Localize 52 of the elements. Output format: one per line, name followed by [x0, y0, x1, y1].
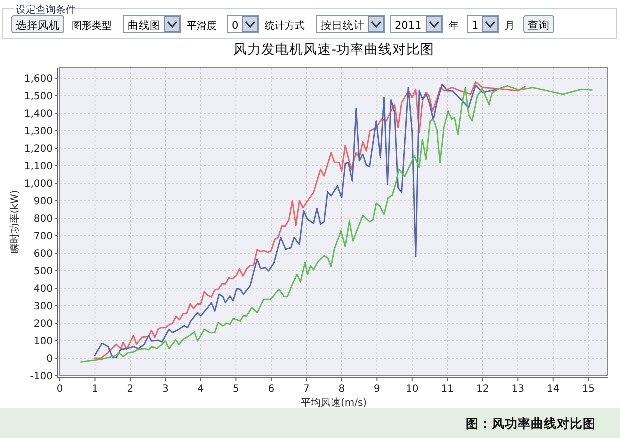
x-tick-label: 10: [406, 384, 419, 395]
text: 选择风机: [16, 19, 60, 32]
y-tick-label: 500: [34, 266, 53, 278]
y-axis-title: 瞬时功率(kW): [9, 190, 21, 254]
line-series: [80, 86, 593, 363]
x-tick-label: 8: [338, 384, 346, 395]
y-tick-label: 1,200: [24, 144, 53, 155]
y-tick-label: 1,400: [24, 109, 53, 120]
y-tick-label: 1,600: [24, 74, 53, 85]
x-tick-label: 2: [127, 384, 134, 395]
y-tick-label: 600: [34, 249, 53, 260]
x-tick-label: 3: [162, 384, 169, 395]
text: 平滑度: [187, 20, 217, 32]
x-tick-label: 15: [582, 384, 595, 395]
x-tick-label: 14: [547, 384, 560, 395]
text: 年: [449, 20, 459, 32]
y-tick-label: 1,000: [24, 179, 53, 190]
x-tick-label: 6: [268, 384, 275, 395]
x-tick-label: 12: [476, 384, 490, 395]
x-tick-label: 13: [512, 384, 524, 395]
y-tick-label: 300: [34, 302, 53, 312]
x-tick-label: 9: [374, 384, 380, 395]
text: 月: [505, 21, 515, 32]
y-tick-label: -100: [30, 372, 53, 382]
text: 0: [232, 20, 239, 32]
text: 1: [472, 20, 479, 32]
x-axis-title: 平均风速(m/s): [300, 397, 368, 409]
text: 曲线图: [128, 19, 161, 32]
text: 图形类型: [72, 20, 112, 32]
y-tick-label: 1,500: [24, 92, 53, 102]
chart-title: 风力发电机风速-功率曲线对比图: [234, 42, 434, 58]
x-tick-label: 0: [56, 384, 64, 395]
text: 按日统计: [321, 19, 365, 32]
text: 2011: [395, 20, 422, 32]
y-tick-label: 800: [34, 214, 53, 225]
text: 图：风功率曲线对比图: [466, 416, 596, 431]
x-tick-label: 4: [198, 384, 204, 395]
y-tick-label: 200: [34, 319, 53, 330]
x-tick-label: 7: [304, 384, 310, 395]
y-tick-label: 900: [34, 196, 53, 208]
y-tick-label: 700: [34, 232, 53, 242]
y-tick-label: 400: [34, 284, 53, 295]
x-tick-label: 1: [92, 384, 98, 395]
y-tick-label: 1,300: [24, 126, 53, 138]
text: 统计方式: [265, 20, 305, 32]
text: 设定查询条件: [16, 4, 76, 16]
x-tick-label: 11: [441, 384, 454, 395]
x-tick-label: 5: [233, 384, 240, 395]
y-tick-label: 0: [46, 354, 53, 365]
y-tick-label: 1,100: [24, 162, 53, 172]
text: 查询: [528, 19, 550, 32]
y-tick-label: 100: [34, 336, 53, 348]
